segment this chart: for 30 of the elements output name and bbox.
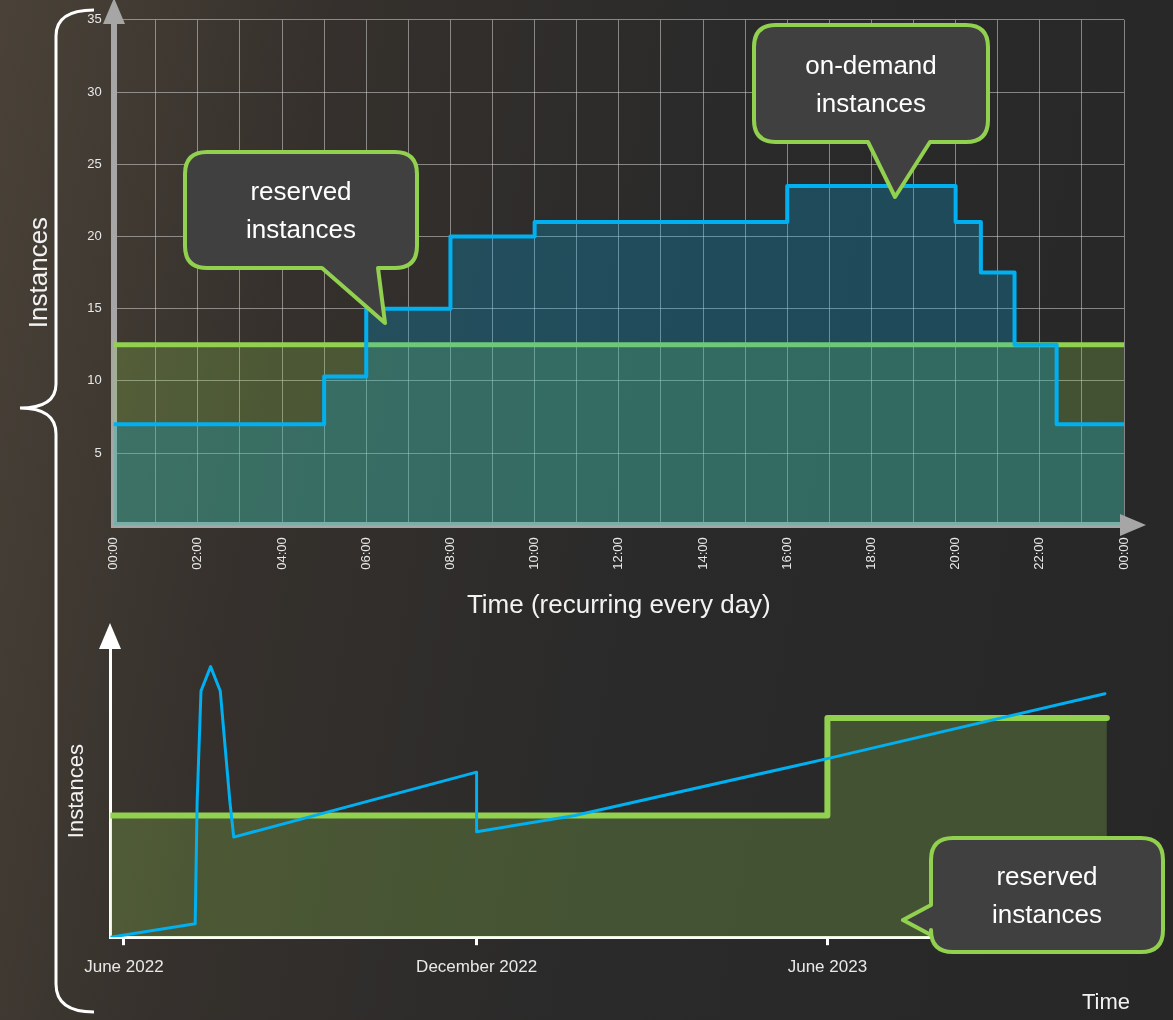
- x-tick-label: 20:00: [947, 537, 963, 570]
- y-tick-label: 15: [87, 300, 102, 316]
- annotation: on-demand instances: [804, 48, 938, 120]
- x-tick-label: 22:00: [1031, 537, 1047, 570]
- x-tick-label: December 2022: [416, 957, 538, 977]
- x-tick-label: 00:00: [1115, 537, 1131, 570]
- annotation: reserved instances: [991, 860, 1103, 931]
- annotation: reserved instances: [245, 175, 357, 246]
- y-tick-label: 30: [87, 83, 102, 99]
- y-tick-label: 25: [87, 155, 102, 171]
- x-tick-label: 00:00: [105, 537, 121, 570]
- x-tick-label: 12:00: [610, 537, 626, 570]
- y-axis-title: Instances: [22, 216, 53, 329]
- x-axis-title: Time (recurring every day): [466, 588, 771, 619]
- y-axis-title: Instances: [63, 744, 89, 839]
- x-tick-label: 04:00: [273, 537, 289, 570]
- x-tick-label: 14:00: [694, 537, 710, 570]
- x-tick-label: 06:00: [357, 537, 373, 570]
- y-tick-label: 35: [87, 11, 102, 27]
- x-tick-label: June 2022: [84, 957, 164, 977]
- x-tick-label: 16:00: [778, 537, 794, 570]
- y-tick-label: 5: [94, 444, 102, 460]
- y-tick-label: 20: [87, 228, 102, 244]
- x-tick-label: June 2023: [787, 957, 868, 977]
- x-tick-label: 08:00: [442, 537, 458, 570]
- x-tick-label: 18:00: [862, 537, 878, 570]
- x-tick-label: 10:00: [526, 537, 542, 570]
- y-tick-label: 10: [87, 372, 102, 388]
- x-axis-title: Time: [1081, 988, 1130, 1014]
- x-tick-label: 02:00: [189, 537, 205, 570]
